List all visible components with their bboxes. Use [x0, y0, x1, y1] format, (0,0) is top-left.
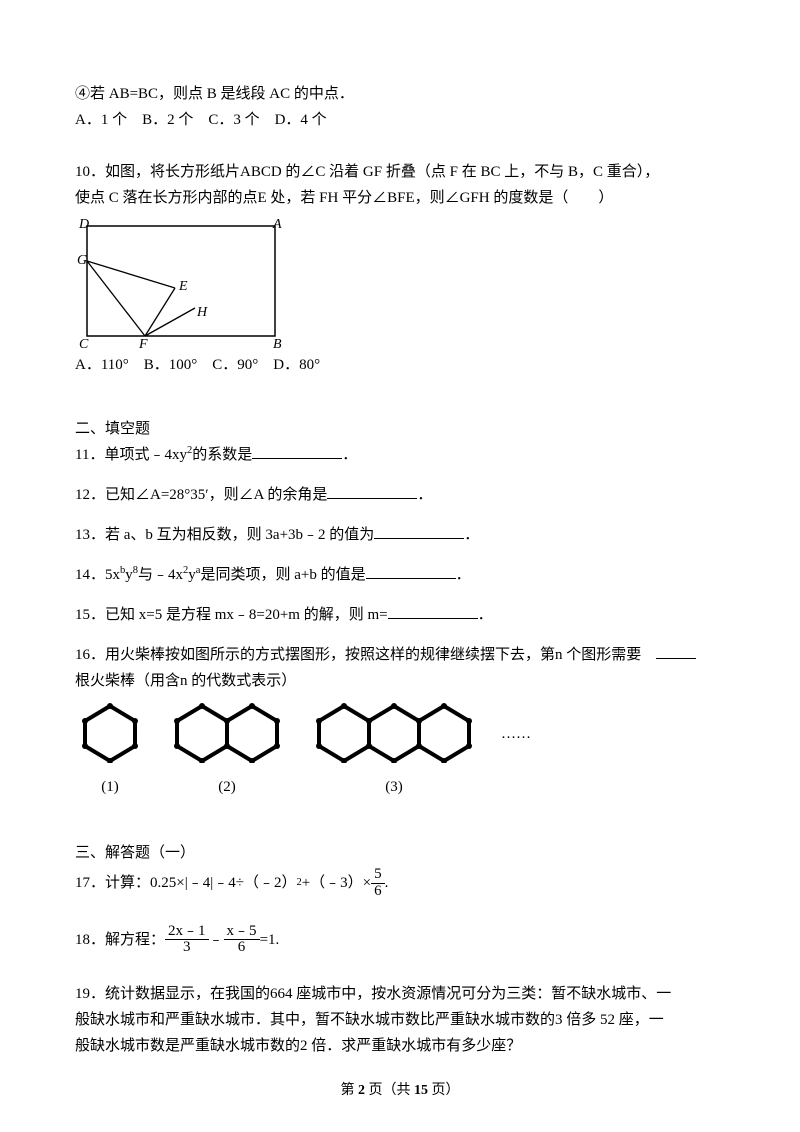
q16-label3: (3) — [309, 775, 479, 799]
q17-pre: 17．计算：0.25×|﹣4|﹣4÷（﹣2） — [75, 871, 296, 895]
q18-eq: =1. — [260, 928, 280, 952]
svg-text:B: B — [273, 337, 282, 351]
q18-f2d: 6 — [224, 940, 260, 956]
q18-f2n: x﹣5 — [224, 924, 260, 941]
q18-f1d: 3 — [165, 940, 209, 956]
q19-line3: 般缺水城市数是严重缺水城市数的2 倍．求严重缺水城市有多少座？ — [75, 1034, 725, 1058]
q11-blank — [252, 443, 342, 459]
q13-pre: 13．若 a、b 互为相反数，则 3a+3b﹣2 的值为 — [75, 527, 374, 543]
footer-pre: 第 — [341, 1083, 359, 1098]
q16-l1-text: 16．用火柴棒按如图所示的方式摆图形，按照这样的规律继续摆下去，第n 个图形需要 — [75, 647, 641, 663]
q14-p2: y — [125, 567, 133, 583]
q16-label1: (1) — [75, 775, 145, 799]
svg-text:G: G — [77, 253, 87, 268]
q17: 17．计算：0.25×|﹣4|﹣4÷（﹣2）2+（﹣3）× 5 6 . — [75, 867, 725, 900]
q16-line1: 16．用火柴棒按如图所示的方式摆图形，按照这样的规律继续摆下去，第n 个图形需要 — [75, 643, 725, 667]
svg-text:F: F — [138, 337, 148, 351]
q11-pre: 11．单项式﹣4xy — [75, 447, 187, 463]
q15-pre: 15．已知 x=5 是方程 mx﹣8=20+m 的解，则 m= — [75, 607, 388, 623]
q11-post: 的系数是 — [192, 447, 252, 463]
section2-title: 二、填空题 — [75, 417, 725, 441]
q10-line2: 使点 C 落在长方形内部的点E 处，若 FH 平分∠BFE，则∠GFH 的度数是… — [75, 186, 725, 210]
q13: 13．若 a、b 互为相反数，则 3a+3b﹣2 的值为． — [75, 523, 725, 547]
q18-frac2: x﹣5 6 — [224, 924, 260, 957]
svg-text:A: A — [272, 217, 282, 232]
section3-title: 三、解答题（一） — [75, 841, 725, 865]
q10-line1: 10．如图，将长方形纸片ABCD 的∠C 沿着 GF 折叠（点 F 在 BC 上… — [75, 160, 725, 184]
q14-post: 是同类项，则 a+b 的值是 — [200, 567, 365, 583]
q14-mid: 与﹣4x — [138, 567, 183, 583]
q15: 15．已知 x=5 是方程 mx﹣8=20+m 的解，则 m=． — [75, 603, 725, 627]
footer-total: 15 — [414, 1083, 428, 1098]
q15-blank — [388, 603, 478, 619]
q12-pre: 12．已知∠A=28°35′，则∠A 的余角是 — [75, 487, 327, 503]
q13-blank — [374, 523, 464, 539]
q17-mid: +（﹣3）× — [302, 871, 371, 895]
page-footer: 第 2 页（共 15 页） — [0, 1080, 800, 1102]
q12-blank — [327, 483, 417, 499]
q16-figures: (1) (2) — [75, 701, 725, 799]
q16-label2: (2) — [167, 775, 287, 799]
q16-fig1: (1) — [75, 701, 145, 799]
q12: 12．已知∠A=28°35′，则∠A 的余角是． — [75, 483, 725, 507]
svg-text:C: C — [79, 337, 89, 351]
q16-fig2: (2) — [167, 701, 287, 799]
q9-item4: ④若 AB=BC，则点 B 是线段 AC 的中点． — [75, 82, 725, 106]
q16-fig3: (3) — [309, 701, 479, 799]
footer-mid: 页（共 — [365, 1083, 414, 1098]
q10-options: A．110° B．100° C．90° D．80° — [75, 353, 725, 377]
q16-blank — [656, 658, 696, 659]
q17-end: . — [385, 871, 389, 895]
q18-frac1: 2x﹣1 3 — [165, 924, 209, 957]
q16-dots: …… — [501, 722, 531, 778]
svg-text:H: H — [196, 305, 208, 320]
q16-line2: 根火柴棒（用含n 的代数式表示） — [75, 669, 725, 693]
q18-pre: 18．解方程： — [75, 928, 165, 952]
svg-text:D: D — [78, 217, 89, 232]
q19-line1: 19．统计数据显示，在我国的664 座城市中，按水资源情况可分为三类：暂不缺水城… — [75, 982, 725, 1006]
q17-frac-den: 6 — [371, 884, 385, 900]
q19-line2: 般缺水城市和严重缺水城市．其中，暂不缺水城市数比严重缺水城市数的3 倍多 52 … — [75, 1008, 725, 1032]
q18: 18．解方程： 2x﹣1 3 ﹣ x﹣5 6 =1. — [75, 924, 725, 957]
q14: 14．5xby8与﹣4x2ya是同类项，则 a+b 的值是． — [75, 563, 725, 587]
q14-blank — [366, 563, 456, 579]
q10-figure: D A G E H C F B — [75, 216, 285, 351]
svg-text:E: E — [178, 279, 188, 294]
q18-minus: ﹣ — [209, 928, 224, 952]
q14-p1: 14．5x — [75, 567, 120, 583]
q17-frac-num: 5 — [371, 867, 385, 884]
q17-frac: 5 6 — [371, 867, 385, 900]
q14-p3: y — [188, 567, 196, 583]
q18-f1n: 2x﹣1 — [165, 924, 209, 941]
footer-page: 2 — [358, 1083, 365, 1098]
q9-options: A．1 个 B．2 个 C．3 个 D．4 个 — [75, 108, 725, 132]
footer-post: 页） — [428, 1083, 460, 1098]
q11: 11．单项式﹣4xy2的系数是． — [75, 443, 725, 467]
